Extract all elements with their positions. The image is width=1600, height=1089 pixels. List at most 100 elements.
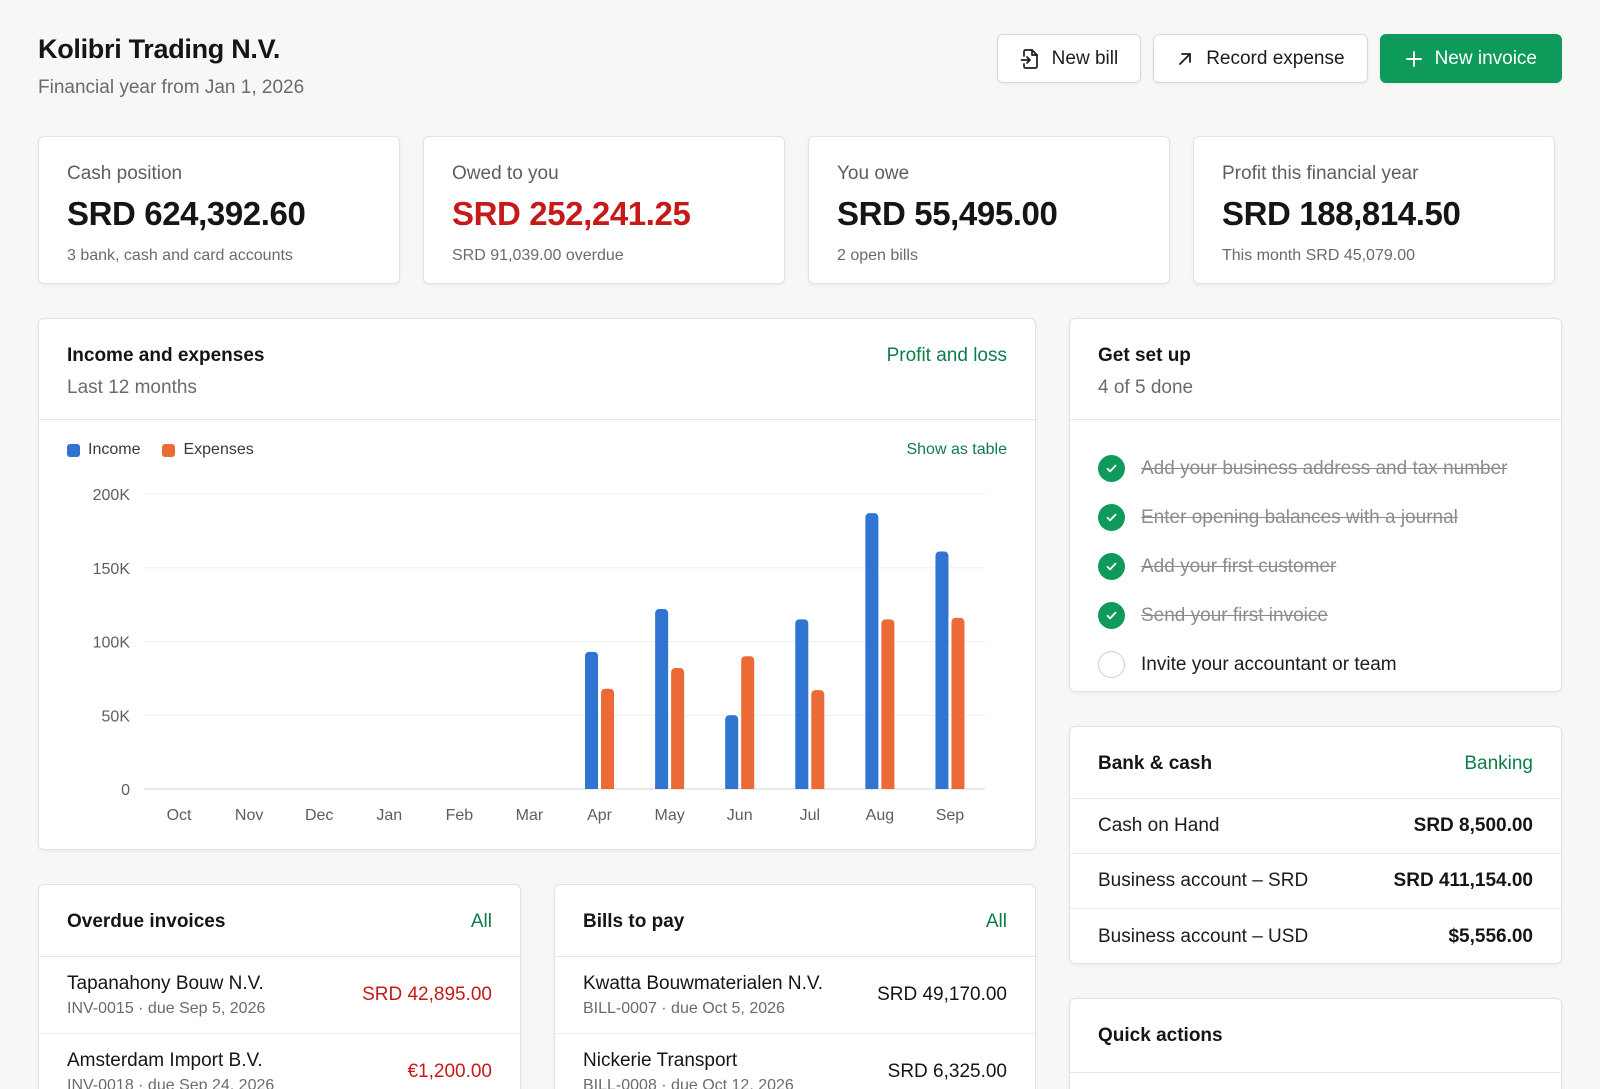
all-invoices-link[interactable]: All: [470, 911, 492, 932]
card-header: Bank & cash Banking: [1070, 727, 1561, 799]
setup-item[interactable]: Add your first customer: [1098, 542, 1533, 591]
customer-name: Amsterdam Import B.V.: [67, 1049, 263, 1071]
banking-link[interactable]: Banking: [1464, 753, 1533, 774]
card-subtitle: Last 12 months: [67, 377, 197, 398]
income-bar-base: [725, 785, 739, 789]
card-title: Income and expenses: [67, 345, 265, 366]
kpi-label: Owed to you: [452, 163, 559, 184]
x-tick-label: Apr: [587, 807, 613, 824]
profit-and-loss-link[interactable]: Profit and loss: [886, 345, 1007, 366]
show-as-table-link[interactable]: Show as table: [906, 441, 1007, 458]
setup-item[interactable]: Enter opening balances with a journal: [1098, 493, 1533, 542]
account-name: Business account – USD: [1098, 925, 1309, 947]
income-bar: [865, 513, 879, 789]
check-circle-icon[interactable]: [1098, 602, 1125, 629]
expenses-bar: [601, 688, 615, 789]
invoice-meta: INV-0018 · due Sep 24, 2026: [67, 1076, 275, 1089]
new-bill-button[interactable]: New bill: [996, 34, 1142, 83]
invoice-row[interactable]: Tapanahony Bouw N.V. INV-0015 · due Sep …: [39, 957, 520, 1034]
bill-row[interactable]: Kwatta Bouwmaterialen N.V. BILL-0007 · d…: [555, 957, 1035, 1034]
expenses-bar-base: [601, 785, 615, 789]
new-bill-label: New bill: [1051, 47, 1119, 69]
setup-item[interactable]: Add your business address and tax number: [1098, 444, 1533, 493]
income-swatch: [67, 443, 80, 457]
kpi-label: You owe: [837, 163, 910, 184]
income-bar-base: [655, 785, 669, 789]
invoice-info: Tapanahony Bouw N.V. INV-0015 · due Sep …: [67, 973, 265, 1018]
legend-label: Expenses: [183, 441, 254, 458]
expenses-bar: [741, 656, 755, 789]
setup-item[interactable]: Send your first invoice: [1098, 591, 1533, 640]
expenses-bar-base: [671, 785, 685, 789]
kpi-sub: SRD 91,039.00 overdue: [452, 247, 624, 264]
bank-account-row[interactable]: Business account – USD $5,556.00: [1070, 909, 1561, 964]
legend-expenses[interactable]: Expenses: [162, 441, 254, 459]
record-expense-button[interactable]: Record expense: [1153, 34, 1368, 83]
legend-income[interactable]: Income: [67, 441, 140, 459]
kpi-owed-to-you[interactable]: Owed to you SRD 252,241.25 SRD 91,039.00…: [423, 136, 785, 284]
x-tick-label: Nov: [235, 807, 263, 824]
y-tick-label: 150K: [93, 561, 131, 578]
overdue-invoices-card: Overdue invoices All Tapanahony Bouw N.V…: [38, 884, 521, 1089]
kpi-you-owe[interactable]: You owe SRD 55,495.00 2 open bills: [808, 136, 1170, 284]
card-header: Quick actions: [1070, 999, 1561, 1073]
all-bills-link[interactable]: All: [985, 911, 1007, 932]
kpi-profit[interactable]: Profit this financial year SRD 188,814.5…: [1193, 136, 1555, 284]
setup-item-label: Send your first invoice: [1141, 604, 1328, 626]
expenses-bar-base: [811, 785, 825, 789]
x-tick-label: May: [655, 807, 685, 824]
setup-item-label: Enter opening balances with a journal: [1141, 506, 1458, 528]
invoice-amount: SRD 42,895.00: [362, 984, 492, 1005]
account-balance: SRD 411,154.00: [1393, 870, 1533, 891]
card-title: Bank & cash: [1098, 753, 1213, 774]
bill-row[interactable]: Nickerie Transport BILL-0008 · due Oct 1…: [555, 1034, 1035, 1089]
x-tick-label: Mar: [516, 807, 544, 824]
financial-year: Financial year from Jan 1, 2026: [38, 77, 305, 98]
invoice-meta: INV-0015 · due Sep 5, 2026: [67, 999, 266, 1017]
bank-account-row[interactable]: Cash on Hand SRD 8,500.00: [1070, 799, 1561, 854]
card-header: Bills to pay All: [555, 885, 1035, 957]
check-circle-icon[interactable]: [1098, 455, 1125, 482]
bill-meta: BILL-0007 · due Oct 5, 2026: [583, 999, 785, 1017]
setup-item-label: Invite your accountant or team: [1141, 653, 1397, 675]
setup-checklist: Add your business address and tax number…: [1070, 420, 1561, 689]
bank-account-row[interactable]: Business account – SRD SRD 411,154.00: [1070, 854, 1561, 909]
card-title: Overdue invoices: [67, 911, 226, 932]
account-name: Cash on Hand: [1098, 815, 1220, 836]
kpi-value: SRD 188,814.50: [1222, 195, 1461, 232]
setup-item-label: Add your first customer: [1141, 555, 1337, 577]
expenses-bar-base: [951, 785, 965, 789]
kpi-sub: This month SRD 45,079.00: [1222, 247, 1415, 264]
setup-item[interactable]: Invite your accountant or team: [1098, 640, 1533, 689]
check-circle-icon[interactable]: [1098, 553, 1125, 580]
x-tick-label: Aug: [866, 807, 894, 824]
x-tick-label: Feb: [446, 807, 474, 824]
expenses-bar: [881, 619, 895, 789]
invoice-row[interactable]: Amsterdam Import B.V. INV-0018 · due Sep…: [39, 1034, 520, 1089]
x-tick-label: Dec: [305, 807, 333, 824]
kpi-cash-position[interactable]: Cash position SRD 624,392.60 3 bank, cas…: [38, 136, 400, 284]
check-circle-icon[interactable]: [1098, 504, 1125, 531]
account-balance: $5,556.00: [1448, 925, 1533, 947]
supplier-name: Nickerie Transport: [583, 1049, 738, 1071]
bill-info: Nickerie Transport BILL-0008 · due Oct 1…: [583, 1050, 794, 1089]
empty-circle-icon[interactable]: [1098, 651, 1125, 678]
kpi-value: SRD 252,241.25: [452, 195, 691, 232]
new-invoice-button[interactable]: New invoice: [1379, 34, 1562, 83]
y-tick-label: 200K: [93, 487, 131, 504]
x-tick-label: Jul: [800, 807, 820, 824]
bill-info: Kwatta Bouwmaterialen N.V. BILL-0007 · d…: [583, 973, 823, 1018]
plus-icon: [1405, 50, 1423, 68]
expenses-bar: [951, 617, 965, 789]
card-title: Get set up: [1098, 345, 1191, 366]
invoice-info: Amsterdam Import B.V. INV-0018 · due Sep…: [67, 1050, 274, 1089]
y-tick-label: 100K: [93, 635, 131, 652]
setup-progress: 4 of 5 done: [1098, 377, 1194, 398]
legend-label: Income: [88, 441, 141, 458]
card-header: Get set up 4 of 5 done: [1070, 319, 1561, 420]
card-title: Quick actions: [1098, 1025, 1223, 1046]
bill-meta: BILL-0008 · due Oct 12, 2026: [583, 1076, 794, 1089]
expenses-bar: [811, 690, 825, 789]
income-bar: [585, 651, 599, 789]
income-bar-base: [865, 785, 879, 789]
